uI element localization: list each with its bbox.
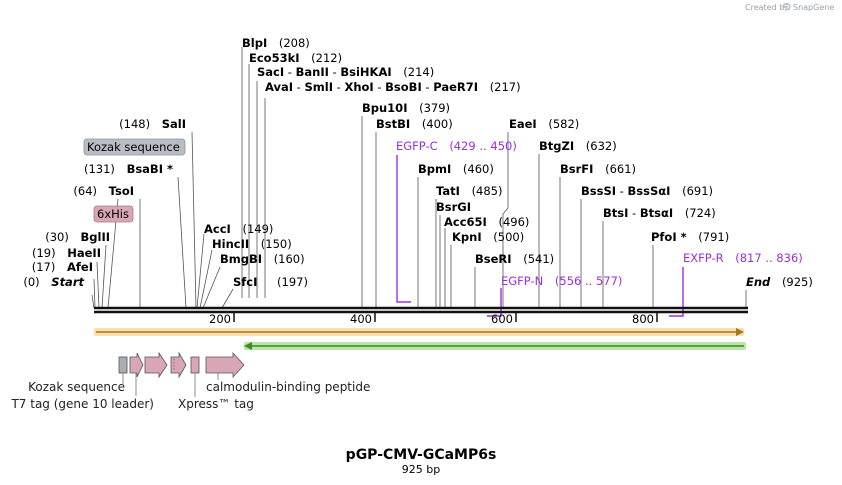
plasmid-length: 925 bp — [402, 463, 440, 476]
site-label: BsrGI — [436, 200, 471, 214]
plasmid-title: pGP-CMV-GCaMP6s — [346, 447, 497, 463]
feature-label-xpress: Xpress™ tag — [178, 397, 254, 411]
site-label: BsrFI (661) — [560, 162, 636, 176]
ruler-ticks — [233, 313, 658, 322]
site-label: Eco53kI (212) — [249, 51, 342, 65]
orf-forward-arrow — [94, 328, 744, 336]
site-label: BlpI (208) — [242, 36, 310, 50]
site-label: (64) TsoI — [73, 184, 134, 198]
site-label: (148) SalI — [119, 117, 186, 131]
site-label: BpmI (460) — [418, 162, 494, 176]
calmodulin-peptide-arrow — [205, 351, 245, 379]
site-label: BtgZI (632) — [539, 139, 617, 153]
orf-reverse-arrow — [244, 342, 746, 350]
site-label: (19) HaeII — [32, 246, 101, 260]
primer-marks — [396, 155, 684, 317]
site-label: BssSI - BssSαI (691) — [581, 184, 713, 198]
site-label: Bpu10I (379) — [362, 101, 450, 115]
site-label: KpnI (500) — [452, 230, 524, 244]
site-label: AccI (149) — [204, 222, 273, 236]
site-label: SacI - BanII - BsiHKAI (214) — [257, 65, 434, 79]
feature-leader-lines — [122, 373, 219, 397]
his-tag-box-label: 6xHis — [97, 207, 129, 221]
site-label: (131) BsaBI * — [84, 162, 173, 176]
xpress-tag-block — [190, 356, 200, 374]
primer-label: EGFP-N (556 .. 577) — [501, 274, 622, 288]
his-tag-box — [93, 205, 134, 223]
site-label: BtsI - BtsαI (724) — [603, 206, 716, 220]
site-label: (17) AfeI — [32, 260, 93, 274]
t7-tag-arrow — [129, 352, 144, 378]
site-label: BseRI (541) — [475, 252, 554, 266]
site-label: PfoI * (791) — [651, 230, 729, 244]
ruler-label: 400 — [350, 312, 372, 326]
ruler-label: 800 — [632, 312, 654, 326]
site-leader-lines — [91, 47, 747, 309]
ruler-label: 600 — [491, 312, 513, 326]
site-label: HincII (150) — [212, 237, 292, 251]
brand-name: SnapGene — [793, 3, 834, 12]
site-label: (0) Start — [23, 275, 84, 289]
site-label: BstBI (400) — [376, 117, 453, 131]
kozak-feature-block — [118, 356, 128, 374]
feature-arrow — [144, 351, 168, 379]
feature-label-calmodulin: calmodulin-binding peptide — [206, 380, 370, 394]
kozak-box — [83, 138, 186, 156]
his-tag-arrow — [170, 351, 187, 379]
site-label: AvaI - SmlI - XhoI - BsoBI - PaeR7I (217… — [265, 80, 521, 94]
created-by-text: Created by — [745, 3, 789, 12]
primer-label: EGFP-C (429 .. 450) — [396, 139, 517, 153]
feature-label-t7: T7 tag (gene 10 leader) — [10, 397, 154, 411]
snapgene-logo-icon — [782, 3, 791, 12]
kozak-box-label: Kozak sequence — [87, 140, 180, 154]
site-label: SfcI (197) — [233, 275, 308, 289]
site-label: (30) BglII — [45, 230, 110, 244]
ruler-label: 200 — [209, 312, 231, 326]
site-label: TatI (485) — [436, 184, 503, 198]
site-label: EaeI (582) — [509, 117, 579, 131]
site-label: End (925) — [746, 275, 813, 289]
site-label: BmgBI (160) — [220, 252, 305, 266]
feature-label-kozak: Kozak sequence — [28, 380, 125, 394]
primer-label: EXFP-R (817 .. 836) — [683, 251, 803, 265]
site-label: Acc65I (496) — [444, 215, 529, 229]
